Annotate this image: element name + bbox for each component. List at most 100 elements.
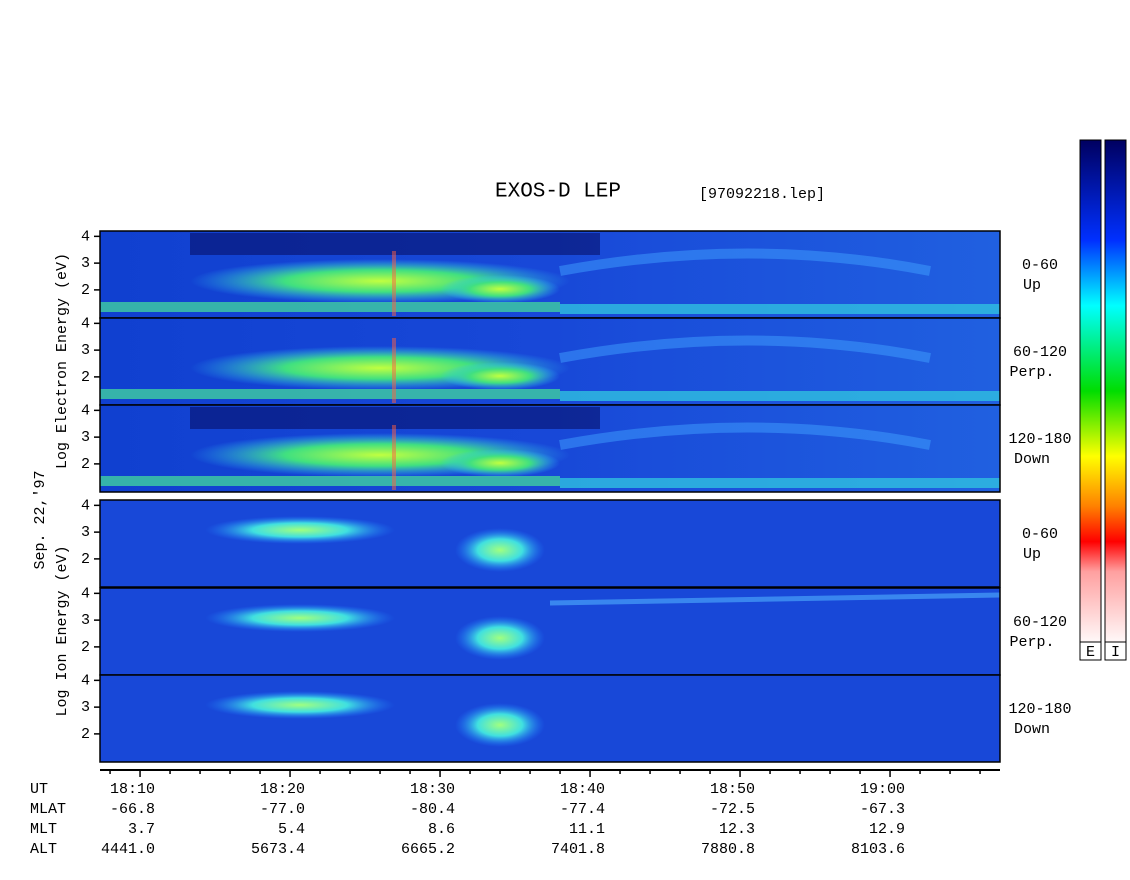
spectrogram-panel [99, 674, 1001, 763]
angle-label: 60-120 [1013, 344, 1067, 361]
panel-background [100, 675, 1000, 762]
orbit-value: -77.4 [560, 801, 605, 818]
spike [392, 251, 396, 316]
direction-label: Up [1023, 546, 1041, 563]
panel-frame [99, 404, 1001, 493]
arc [559, 422, 931, 450]
orbit-value: -72.5 [710, 801, 755, 818]
plasma-sheet [440, 275, 560, 303]
y-axis-label: Log Electron Energy (eV) [54, 253, 71, 469]
x-tick-label: 18:50 [710, 781, 755, 798]
spike [392, 338, 396, 403]
color-bar-label-box [1104, 641, 1127, 661]
file-name: [97092218.lep] [699, 186, 825, 203]
color-bar [1104, 139, 1127, 643]
orbit-value: -67.3 [860, 801, 905, 818]
x-tick-label: 19:00 [860, 781, 905, 798]
direction-label: Down [1014, 721, 1050, 738]
y-tick-label: 4 [81, 672, 90, 689]
color-bar-label-box [1079, 641, 1102, 661]
spectrogram-panel [99, 499, 1001, 588]
spike [392, 425, 396, 490]
orbit-value: 7880.8 [701, 841, 755, 858]
y-tick-label: 3 [81, 699, 90, 716]
low-energy-band [100, 389, 560, 399]
y-tick-label: 3 [81, 612, 90, 629]
y-tick-label: 2 [81, 639, 90, 656]
orbit-value: 8.6 [428, 821, 455, 838]
angle-label: 120-180 [1008, 701, 1071, 718]
ion-beam [205, 516, 395, 544]
y-axis-label: Log Ion Energy (eV) [54, 545, 71, 716]
orbit-value: 8103.6 [851, 841, 905, 858]
y-tick-label: 4 [81, 228, 90, 245]
dark-region [190, 407, 600, 429]
ion-arc [549, 592, 1001, 606]
orbit-value: -80.4 [410, 801, 455, 818]
orbit-value: -77.0 [260, 801, 305, 818]
plasma-sheet [440, 362, 560, 390]
orbit-value: 11.1 [569, 821, 605, 838]
dark-region [190, 233, 600, 255]
x-tick-label: 18:10 [110, 781, 155, 798]
angle-label: 120-180 [1008, 431, 1071, 448]
color-bar-label: E [1086, 644, 1095, 661]
spectrogram-panel [99, 317, 1001, 406]
angle-label: 0-60 [1022, 526, 1058, 543]
orbit-value: 4441.0 [101, 841, 155, 858]
arc [559, 335, 931, 363]
y-tick-label: 3 [81, 429, 90, 446]
spectrogram-panel [99, 404, 1001, 493]
direction-label: Up [1023, 277, 1041, 294]
orbit-value: -66.8 [110, 801, 155, 818]
angle-label: 60-120 [1013, 614, 1067, 631]
low-energy-band [560, 478, 1000, 488]
orbit-row-name: UT [30, 781, 48, 798]
ion-beam [455, 616, 545, 660]
y-tick-label: 2 [81, 551, 90, 568]
y-tick-label: 4 [81, 315, 90, 332]
y-tick-label: 3 [81, 255, 90, 272]
ion-beam [455, 703, 545, 747]
panel-frame [99, 499, 1001, 588]
y-tick-label: 2 [81, 369, 90, 386]
y-tick-label: 3 [81, 342, 90, 359]
low-energy-band [100, 476, 560, 486]
spectrogram-panel [99, 587, 1001, 676]
low-energy-band [560, 304, 1000, 314]
color-bar-label: I [1111, 644, 1120, 661]
ion-beam [455, 528, 545, 572]
x-tick-label: 18:40 [560, 781, 605, 798]
orbit-row-name: MLAT [30, 801, 66, 818]
panel-frame [99, 674, 1001, 763]
low-energy-band [100, 302, 560, 312]
direction-label: Perp. [1009, 634, 1054, 651]
chart-title: EXOS-D LEP [495, 181, 621, 204]
y-tick-label: 2 [81, 456, 90, 473]
x-tick-label: 18:30 [410, 781, 455, 798]
panel-background [100, 500, 1000, 587]
direction-label: Perp. [1009, 364, 1054, 381]
low-energy-band [560, 391, 1000, 401]
x-tick-label: 18:20 [260, 781, 305, 798]
y-tick-label: 2 [81, 282, 90, 299]
ion-beam [205, 691, 395, 719]
ion-beam [205, 604, 395, 632]
orbit-value: 12.9 [869, 821, 905, 838]
date-label: Sep. 22,'97 [32, 470, 49, 569]
orbit-value: 6665.2 [401, 841, 455, 858]
orbit-row-name: MLT [30, 821, 57, 838]
y-tick-label: 3 [81, 524, 90, 541]
color-bar [1079, 139, 1102, 643]
arc [559, 248, 931, 276]
plasma-sheet [440, 449, 560, 477]
spectrogram-panel [99, 230, 1001, 319]
y-tick-label: 4 [81, 402, 90, 419]
angle-label: 0-60 [1022, 257, 1058, 274]
direction-label: Down [1014, 451, 1050, 468]
orbit-row-name: ALT [30, 841, 57, 858]
orbit-value: 12.3 [719, 821, 755, 838]
y-tick-label: 4 [81, 585, 90, 602]
orbit-value: 7401.8 [551, 841, 605, 858]
